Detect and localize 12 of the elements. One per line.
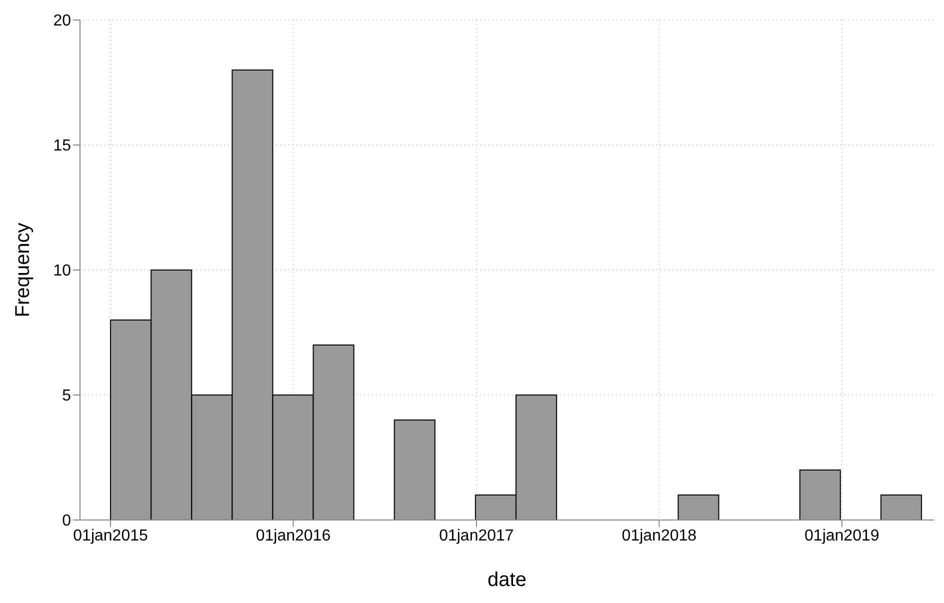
x-tick-label: 01jan2016 <box>256 527 331 544</box>
y-axis-title: Frequency <box>12 222 34 318</box>
x-tick-label: 01jan2015 <box>73 527 148 544</box>
y-tick-label: 0 <box>62 512 72 530</box>
x-axis-title: date <box>488 569 526 591</box>
y-tick-label: 20 <box>53 12 72 30</box>
y-tick-label: 5 <box>62 388 72 405</box>
x-tick-label: 01jan2017 <box>439 527 514 544</box>
y-tick-label: 10 <box>53 262 72 280</box>
y-tick-label: 15 <box>53 138 72 155</box>
x-tick-label: 01jan2018 <box>622 527 697 544</box>
x-tick-label: 01jan2019 <box>804 527 880 544</box>
